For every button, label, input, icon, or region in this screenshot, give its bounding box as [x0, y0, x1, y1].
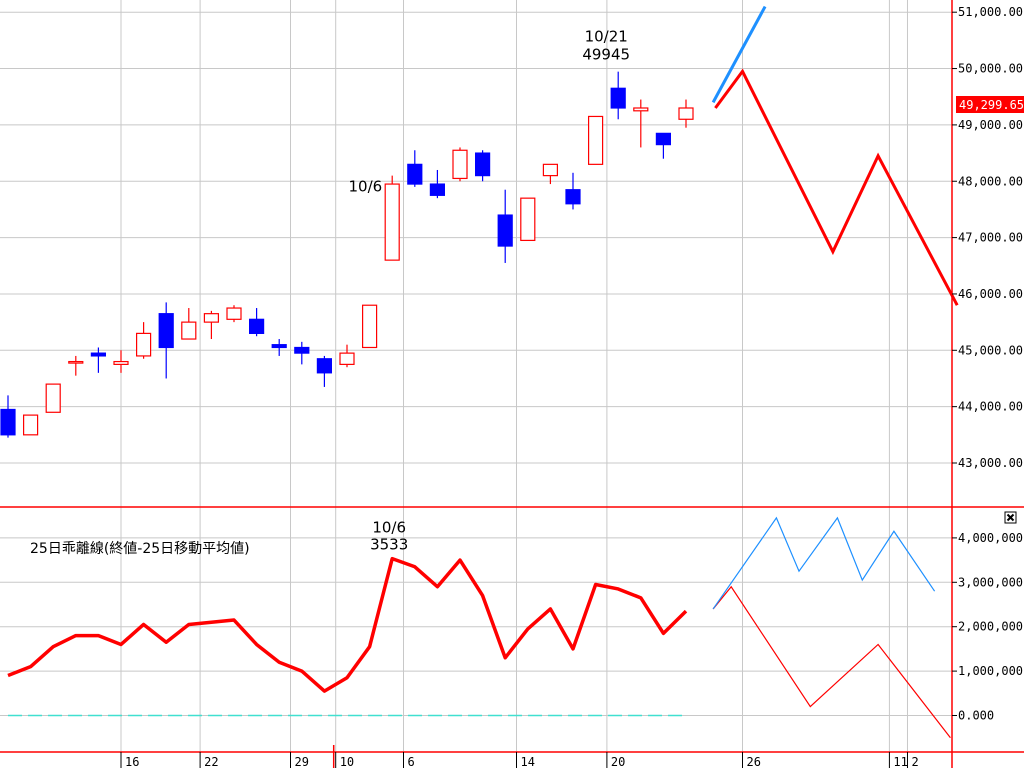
date-tick-label: 20: [611, 755, 625, 768]
indicator-lines: [7, 516, 951, 739]
date-tick-label: 22: [204, 755, 218, 768]
annotation-label: 10/6: [372, 519, 406, 537]
y-tick-label: 43,000.00: [958, 456, 1023, 470]
y-tick-label: 4,000,000.: [958, 531, 1024, 545]
date-tick-label: 14: [521, 755, 535, 768]
candle-up: [678, 107, 694, 120]
annotation-label: 10/21: [585, 28, 628, 46]
date-tick-label: 2: [911, 755, 918, 768]
candle-down: [0, 408, 16, 436]
y-tick-label: 47,000.00: [958, 231, 1023, 245]
forecast-line-blue: [711, 5, 767, 104]
annotation-value: 49945: [582, 46, 630, 64]
candle-up: [181, 321, 197, 340]
candle-down: [249, 318, 265, 334]
candle-down: [90, 352, 107, 357]
indicator-forecast-red: [712, 585, 951, 739]
candlestick-series: [0, 71, 694, 438]
candle-up: [23, 414, 39, 436]
indicator-y-axis-ticks: 0.000 1,000,000. 2,000,000. 3,000,000. 4,000…: [952, 531, 1024, 723]
candle-down: [158, 313, 174, 349]
y-tick-label: 2,000,000.: [958, 620, 1024, 634]
y-tick-label: 48,000.00: [958, 174, 1023, 188]
candle-up: [68, 360, 84, 364]
date-axis-ticks: 16 22 29 10 6 14 20 26 11 2: [120, 745, 919, 768]
candle-down: [407, 163, 423, 185]
main-y-axis-ticks: 43,000.00 44,000.00 45,000.00 46,000.00 47,0…: [952, 5, 1023, 470]
y-tick-label: 1,000,000.: [958, 664, 1024, 678]
candle-up: [520, 197, 536, 242]
date-tick-label: 16: [125, 755, 139, 768]
candle-up: [226, 307, 242, 320]
candle-up: [136, 332, 152, 357]
indicator-chart-grid: [0, 537, 952, 716]
price-tag-background: [956, 96, 1024, 113]
indicator-forecast-blue: [712, 516, 936, 610]
candle-up: [587, 115, 604, 165]
y-tick-label: 3,000,000.: [958, 575, 1024, 589]
annotation-label: 10/6: [349, 178, 383, 196]
y-tick-label: 49,000.00: [958, 118, 1023, 132]
candle-up: [362, 304, 378, 349]
candle-up: [203, 313, 219, 323]
candle-up: [384, 183, 400, 261]
date-tick-label: 10: [340, 755, 354, 768]
close-icon[interactable]: [1004, 511, 1017, 524]
candle-down: [316, 358, 332, 374]
date-tick-label: 29: [295, 755, 309, 768]
y-tick-label: 50,000.00: [958, 62, 1023, 76]
candle-down: [655, 132, 672, 146]
date-tick-label: 11: [893, 755, 907, 768]
indicator-title: 25日乖離線(終値-25日移動平均値): [30, 540, 250, 557]
candle-down: [271, 344, 287, 349]
forecast-line-red: [714, 68, 959, 306]
candle-down: [610, 87, 626, 109]
candle-down: [429, 183, 445, 196]
date-tick-label: 26: [747, 755, 761, 768]
candle-down: [294, 346, 310, 354]
candle-down: [497, 214, 513, 247]
date-tick-label: 6: [408, 755, 415, 768]
candle-up: [339, 352, 355, 365]
y-tick-label: 0.000: [958, 709, 994, 723]
deviation-line: [7, 556, 688, 693]
price-tag-value: 49,299.65: [959, 98, 1024, 112]
price-tag: 49,299.65: [956, 96, 1024, 113]
y-tick-label: 51,000.00: [958, 5, 1023, 19]
y-tick-label: 44,000.00: [958, 400, 1023, 414]
candle-up: [633, 107, 649, 112]
candle-down: [475, 152, 491, 177]
y-tick-label: 45,000.00: [958, 343, 1023, 357]
main-chart-grid: [0, 0, 952, 752]
candle-up: [45, 383, 61, 413]
annotation-value: 3533: [370, 536, 408, 554]
candle-up: [113, 360, 129, 365]
candle-up: [452, 149, 468, 180]
y-tick-label: 46,000.00: [958, 287, 1023, 301]
candle-up: [542, 163, 559, 177]
main-forecast-lines: [711, 5, 959, 306]
candle-down: [565, 189, 581, 205]
